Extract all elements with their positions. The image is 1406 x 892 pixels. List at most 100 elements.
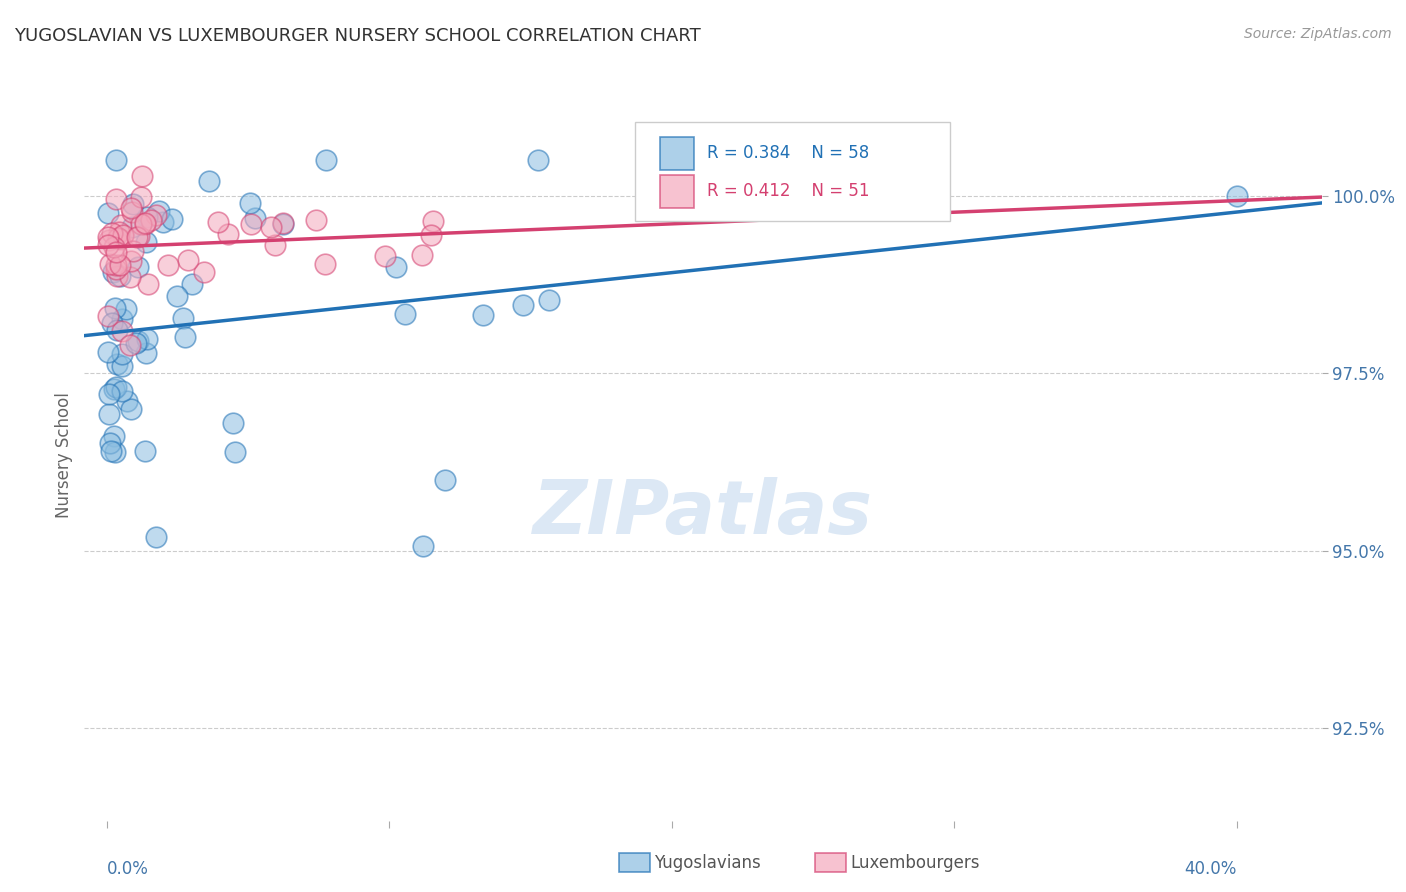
Text: R = 0.384    N = 58: R = 0.384 N = 58 bbox=[707, 145, 869, 162]
Bar bbox=[659, 136, 695, 169]
Point bbox=[125, 335, 148, 350]
Point bbox=[422, 214, 444, 228]
Point bbox=[105, 357, 128, 371]
Point bbox=[374, 249, 396, 263]
Point bbox=[110, 359, 132, 373]
Text: Luxembourgers: Luxembourgers bbox=[851, 854, 980, 871]
Point bbox=[120, 254, 142, 268]
Point bbox=[110, 384, 132, 398]
Bar bbox=[659, 175, 695, 208]
Point bbox=[98, 436, 121, 450]
Point bbox=[103, 382, 125, 396]
Point bbox=[111, 347, 134, 361]
Point bbox=[385, 260, 408, 274]
Point bbox=[172, 311, 194, 326]
Point bbox=[98, 386, 121, 401]
Point bbox=[139, 212, 162, 227]
Point bbox=[134, 218, 156, 232]
Point bbox=[118, 338, 141, 352]
Point bbox=[1226, 188, 1249, 202]
Point bbox=[97, 310, 120, 324]
Point bbox=[101, 227, 124, 241]
Point bbox=[121, 197, 143, 211]
Point bbox=[207, 215, 229, 229]
Point bbox=[104, 380, 127, 394]
Point bbox=[411, 247, 433, 261]
Point bbox=[98, 408, 121, 422]
Text: ZIPatlas: ZIPatlas bbox=[533, 477, 873, 550]
Point bbox=[148, 203, 170, 218]
Point bbox=[111, 312, 134, 326]
Point bbox=[135, 346, 157, 360]
Point bbox=[111, 227, 134, 242]
Point bbox=[100, 443, 122, 458]
Point bbox=[304, 212, 326, 227]
Text: Source: ZipAtlas.com: Source: ZipAtlas.com bbox=[1244, 27, 1392, 41]
Point bbox=[128, 228, 150, 243]
Text: R = 0.412    N = 51: R = 0.412 N = 51 bbox=[707, 182, 869, 200]
Y-axis label: Nursery School: Nursery School bbox=[55, 392, 73, 518]
Point bbox=[131, 169, 153, 184]
Point bbox=[412, 540, 434, 554]
Point bbox=[166, 289, 188, 303]
Point bbox=[271, 216, 294, 230]
Point bbox=[111, 324, 134, 338]
FancyBboxPatch shape bbox=[636, 122, 950, 221]
Point bbox=[127, 260, 149, 274]
Point bbox=[107, 231, 129, 245]
Point bbox=[103, 240, 125, 254]
Point bbox=[97, 238, 120, 252]
Point bbox=[110, 218, 132, 232]
Point bbox=[108, 268, 131, 283]
Point bbox=[104, 244, 127, 259]
Point bbox=[97, 345, 120, 359]
Point bbox=[108, 258, 131, 272]
Point bbox=[127, 230, 149, 244]
Text: 0.0%: 0.0% bbox=[107, 860, 149, 878]
Point bbox=[197, 174, 219, 188]
Point bbox=[181, 277, 204, 291]
Point bbox=[120, 401, 142, 416]
Point bbox=[105, 192, 128, 206]
Point bbox=[271, 217, 294, 231]
Point bbox=[471, 308, 494, 322]
Point bbox=[160, 212, 183, 227]
Point bbox=[105, 153, 128, 168]
Text: YUGOSLAVIAN VS LUXEMBOURGER NURSERY SCHOOL CORRELATION CHART: YUGOSLAVIAN VS LUXEMBOURGER NURSERY SCHO… bbox=[14, 27, 700, 45]
Text: 40.0%: 40.0% bbox=[1184, 860, 1237, 878]
Point bbox=[105, 268, 128, 283]
Point bbox=[129, 190, 152, 204]
Point bbox=[239, 217, 262, 231]
Point bbox=[152, 215, 174, 229]
Point bbox=[145, 530, 167, 544]
Point bbox=[115, 301, 138, 316]
Point bbox=[97, 230, 120, 244]
Point bbox=[314, 257, 336, 271]
Point bbox=[222, 416, 245, 430]
Point bbox=[108, 232, 131, 246]
Point bbox=[177, 253, 200, 268]
Point bbox=[527, 153, 550, 168]
Point bbox=[105, 262, 128, 277]
Point bbox=[129, 217, 152, 231]
Point bbox=[97, 233, 120, 247]
Point bbox=[107, 230, 129, 244]
Point bbox=[101, 316, 124, 330]
Point bbox=[103, 428, 125, 442]
Point bbox=[420, 227, 443, 242]
Point bbox=[134, 216, 156, 230]
Point bbox=[315, 153, 337, 168]
Point bbox=[537, 293, 560, 307]
Point bbox=[174, 329, 197, 343]
Point bbox=[134, 444, 156, 458]
Point bbox=[120, 202, 142, 216]
Point bbox=[122, 244, 145, 258]
Text: Yugoslavians: Yugoslavians bbox=[654, 854, 761, 871]
Point bbox=[135, 332, 157, 346]
Point bbox=[136, 277, 159, 291]
Point bbox=[127, 334, 149, 348]
Point bbox=[157, 258, 180, 272]
Point bbox=[245, 211, 267, 225]
Point bbox=[115, 394, 138, 409]
Point bbox=[105, 259, 128, 273]
